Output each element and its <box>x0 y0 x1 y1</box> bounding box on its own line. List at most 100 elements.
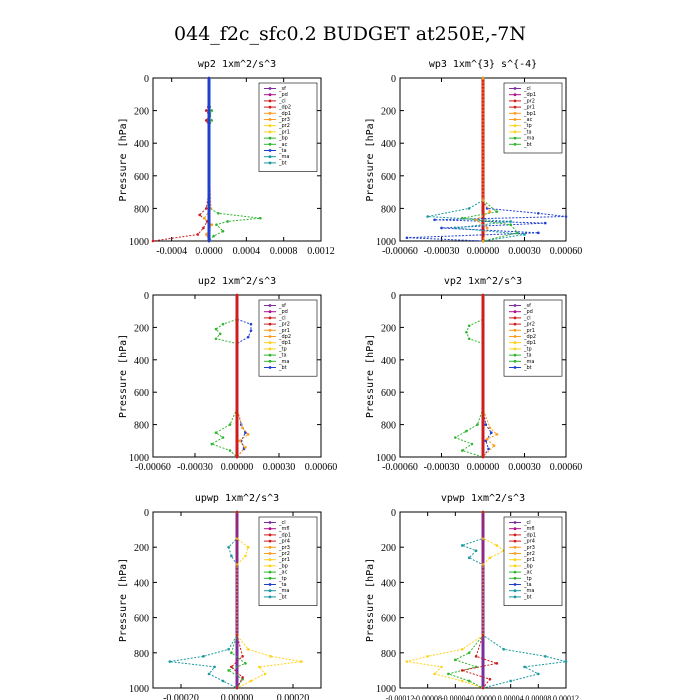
legend-entry: _bp <box>278 563 288 569</box>
legend-marker <box>268 589 272 593</box>
panel-4: vp2 1xm^2/s^3 Pressure [hPa] 0 200 400 600 800… <box>365 276 582 473</box>
y-tick-label: 200 <box>134 323 149 334</box>
series-point <box>244 662 247 665</box>
legend-box <box>258 299 318 377</box>
legend-marker <box>268 545 272 549</box>
legend-marker <box>513 99 517 103</box>
legend-marker <box>268 322 272 326</box>
series-point <box>217 211 220 215</box>
x-tick-label: 0.00030 <box>508 246 541 257</box>
series-line-tp <box>236 295 252 458</box>
series-point <box>249 322 253 326</box>
series-point <box>454 436 457 439</box>
series-point <box>227 669 230 672</box>
y-tick-label: 200 <box>381 543 396 554</box>
x-tick-label: 0.00060 <box>550 462 583 473</box>
series-point <box>212 234 215 238</box>
series-point <box>467 207 471 210</box>
x-tick-label: 0.00060 <box>305 462 338 473</box>
series-point <box>269 655 272 658</box>
legend-entry: _ma <box>278 154 289 160</box>
x-tick-label: 0.00020 <box>277 693 310 700</box>
y-tick-label: 1000 <box>129 453 149 464</box>
legend-entry: _cl <box>278 315 286 321</box>
series-point <box>258 665 261 669</box>
series-point <box>467 679 471 683</box>
legend-entry: _ac <box>278 142 288 148</box>
y-tick-label: 0 <box>391 508 396 519</box>
series-point <box>460 216 464 220</box>
x-tick-label: 0.0004 <box>233 246 261 257</box>
legend-marker <box>268 310 272 314</box>
y-axis-label: Pressure [hPa] <box>365 334 376 418</box>
series-point <box>218 332 222 336</box>
series-point <box>259 216 262 220</box>
legend-entry: _cl <box>278 98 286 104</box>
legend-marker <box>513 552 517 555</box>
y-tick-label: 1000 <box>376 237 396 248</box>
series-point <box>235 390 239 394</box>
legend-entry: _bp <box>278 136 288 142</box>
legend-marker <box>513 570 517 574</box>
legend-marker <box>513 105 517 109</box>
legend-marker <box>513 595 517 599</box>
series-point <box>487 447 490 451</box>
y-tick-label: 600 <box>134 172 149 183</box>
series-line-pr4 <box>460 512 499 689</box>
series-point <box>204 233 208 236</box>
series-point <box>485 226 489 230</box>
y-tick-label: 600 <box>134 614 149 625</box>
y-tick-label: 0 <box>391 291 396 302</box>
legend-marker <box>513 328 517 332</box>
panel-title: up2 1xm^2/s^3 <box>198 276 276 287</box>
y-tick-label: 600 <box>381 614 396 625</box>
series-point <box>207 158 211 161</box>
y-tick-label: 600 <box>381 388 396 399</box>
series-point <box>249 679 253 683</box>
x-tick-label: -0.00060 <box>135 462 171 473</box>
legend-marker <box>268 328 272 332</box>
series-point <box>481 326 485 329</box>
legend-entry: _pr2 <box>523 98 535 104</box>
legend-marker <box>513 589 517 593</box>
legend-entry: _pd <box>523 309 533 315</box>
legend-entry: _ta <box>278 582 287 588</box>
series-line-bp <box>208 78 261 242</box>
series-point <box>235 510 239 514</box>
legend-marker <box>268 111 272 115</box>
legend-marker <box>268 558 272 562</box>
series-line-dp1 <box>152 78 210 242</box>
legend-marker <box>513 545 517 549</box>
y-axis-label: Pressure [hPa] <box>118 558 129 642</box>
series-point <box>244 431 247 435</box>
legend-entry: _ac <box>278 570 288 576</box>
legend-entry: _pr3 <box>278 117 290 123</box>
series-point <box>263 672 267 676</box>
legend-marker <box>268 142 272 146</box>
series-point <box>470 442 474 446</box>
y-axis-label: Pressure [hPa] <box>118 334 129 418</box>
series-point <box>214 431 218 435</box>
series-point <box>481 293 485 297</box>
x-tick-label: -0.00030 <box>424 462 460 473</box>
series-point <box>488 677 492 681</box>
series-point <box>488 556 492 560</box>
legend-entry: _mfl <box>523 526 535 532</box>
legend-entry: _sf <box>523 303 531 309</box>
x-tick-label: 0.00030 <box>508 462 541 473</box>
legend-marker <box>268 105 272 109</box>
y-axis-label: Pressure [hPa] <box>365 558 376 642</box>
legend-marker <box>268 539 272 543</box>
series-point <box>484 423 488 426</box>
series-point <box>405 236 409 240</box>
legend-marker <box>268 124 272 128</box>
series-line-tp <box>460 512 567 689</box>
legend-entry: _ma <box>278 588 289 594</box>
legend-marker <box>268 161 272 165</box>
legend-marker <box>513 558 517 562</box>
series-point <box>433 218 436 222</box>
legend-entry: _pr1 <box>523 105 535 111</box>
legend-entry: _bp1 <box>523 111 536 117</box>
legend-marker <box>513 130 517 134</box>
series-point <box>228 423 232 426</box>
